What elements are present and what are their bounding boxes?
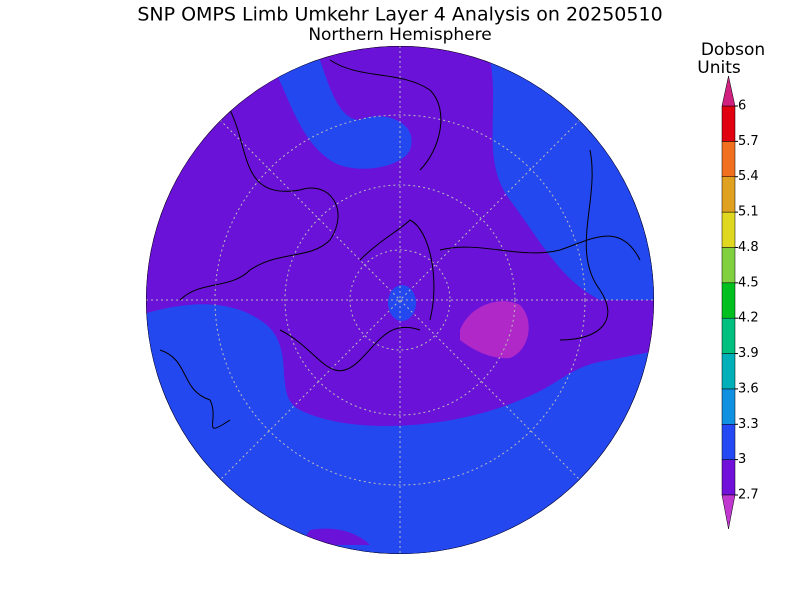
region-high [460,301,529,359]
colorbar-label: Units [697,58,741,78]
colorbar-segment [721,211,736,248]
colorbar-segment [721,247,736,284]
colorbar-over [721,75,736,107]
colorbar-tick-label: 2.7 [738,488,759,503]
colorbar-tick-label: 3.3 [738,417,759,432]
colorbar-segment [721,141,736,177]
region-low-north [270,60,412,169]
colorbar-tick-label: 6 [738,99,746,114]
colorbar-segment [721,353,736,390]
colorbar-label: Dobson [701,40,765,60]
colorbar-segment [721,459,736,496]
map [146,46,654,554]
colorbar-segment [721,105,736,142]
region-low-pole [388,285,416,321]
colorbar-tick-label: 3.9 [738,346,759,361]
colorbar-tick-label: 5.4 [738,169,759,184]
title: SNP OMPS Limb Umkehr Layer 4 Analysis on… [137,4,662,26]
colorbar-segment [721,282,736,319]
colorbar-under [721,494,736,530]
colorbar-tick-label: 5.1 [738,205,759,220]
colorbar-segment [721,424,736,460]
colorbar-segment [721,176,736,213]
colorbar-tick-label: 3.6 [738,381,759,396]
colorbar-tick-label: 5.7 [738,134,759,149]
graticule [146,46,654,554]
colorbar-segment [721,388,736,425]
region-low-west [146,433,210,520]
colorbar-tick-label: 3 [738,452,746,467]
colorbar: 2.7 3 3.3 3.6 3.9 4.2 4.5 4.8 5.1 5.4 5.7 6 [721,75,759,530]
colorbar-segment [721,317,736,354]
coastlines [159,59,641,429]
subtitle: Northern Hemisphere [308,25,491,45]
colorbar-tick-label: 4.2 [738,311,759,326]
colorbar-tick-label: 4.8 [738,240,759,255]
colorbar-tick-label: 4.5 [738,275,759,290]
